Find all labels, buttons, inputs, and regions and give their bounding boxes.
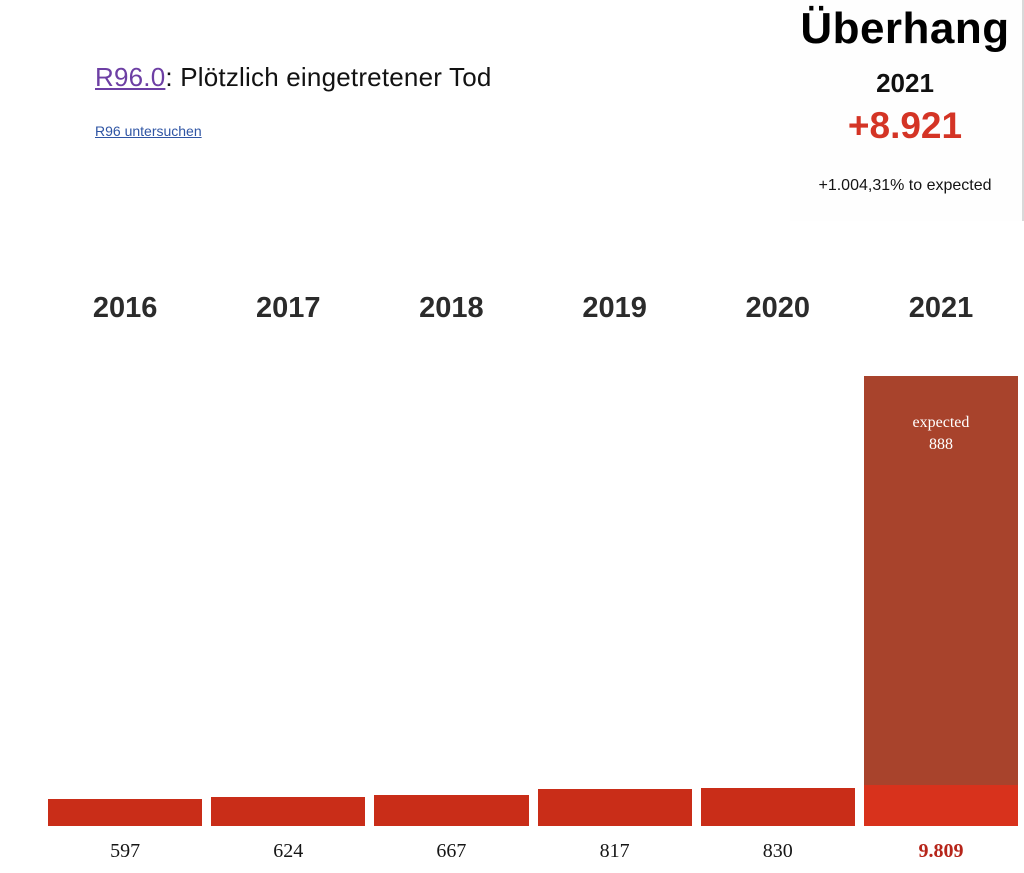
value-2019: 817 [599,840,630,862]
year-label-2020: 2020 [745,292,811,324]
expected-annotation-value: 888 [928,435,953,453]
year-label-2019: 2019 [582,292,647,324]
year-label-2017: 2017 [256,292,321,324]
overhang-year: 2021 [876,68,934,98]
overhang-title: Überhang [800,4,1010,53]
overhang-panel: Überhang 2021 +8.921 +1.004,31% to expec… [790,0,1024,221]
year-label-2021: 2021 [908,292,974,324]
bar-2021: expected 888 [863,376,1019,826]
overhang-subtitle: +1.004,31% to expected [818,177,992,194]
page-title-text: : Plötzlich eingetretener Tod [165,62,492,92]
year-label-2018: 2018 [419,292,484,324]
page-title: R96.0: Plötzlich eingetretener Tod [95,62,492,93]
bar-chart: 2016 2017 2018 2019 2020 2021 597 624 66… [48,288,1019,866]
value-2020: 830 [762,840,793,862]
year-label-2016: 2016 [92,292,158,324]
bar-2019 [537,789,692,826]
bar-2018 [374,795,529,826]
bar-2017 [211,797,366,826]
examine-r96-link[interactable]: R96 untersuchen [95,123,202,139]
bar-row: 597 624 667 817 830 expected 888 [48,328,1019,866]
value-2021: 9.809 [918,840,964,862]
bar-2020 [700,788,855,826]
overhang-value: +8.921 [847,105,963,146]
expected-annotation: expected 888 [864,412,1018,455]
expected-annotation-text: expected [912,414,970,431]
bar-2016 [48,799,203,826]
year-label-row: 2016 2017 2018 2019 2020 2021 [48,288,1018,328]
value-2017: 624 [273,840,304,862]
value-2016: 597 [110,840,141,862]
value-2018: 667 [436,840,467,862]
page-header: R96.0: Plötzlich eingetretener Tod R96 u… [95,62,492,141]
expected-strip [863,785,1019,826]
icd-code-link[interactable]: R96.0 [95,62,166,92]
